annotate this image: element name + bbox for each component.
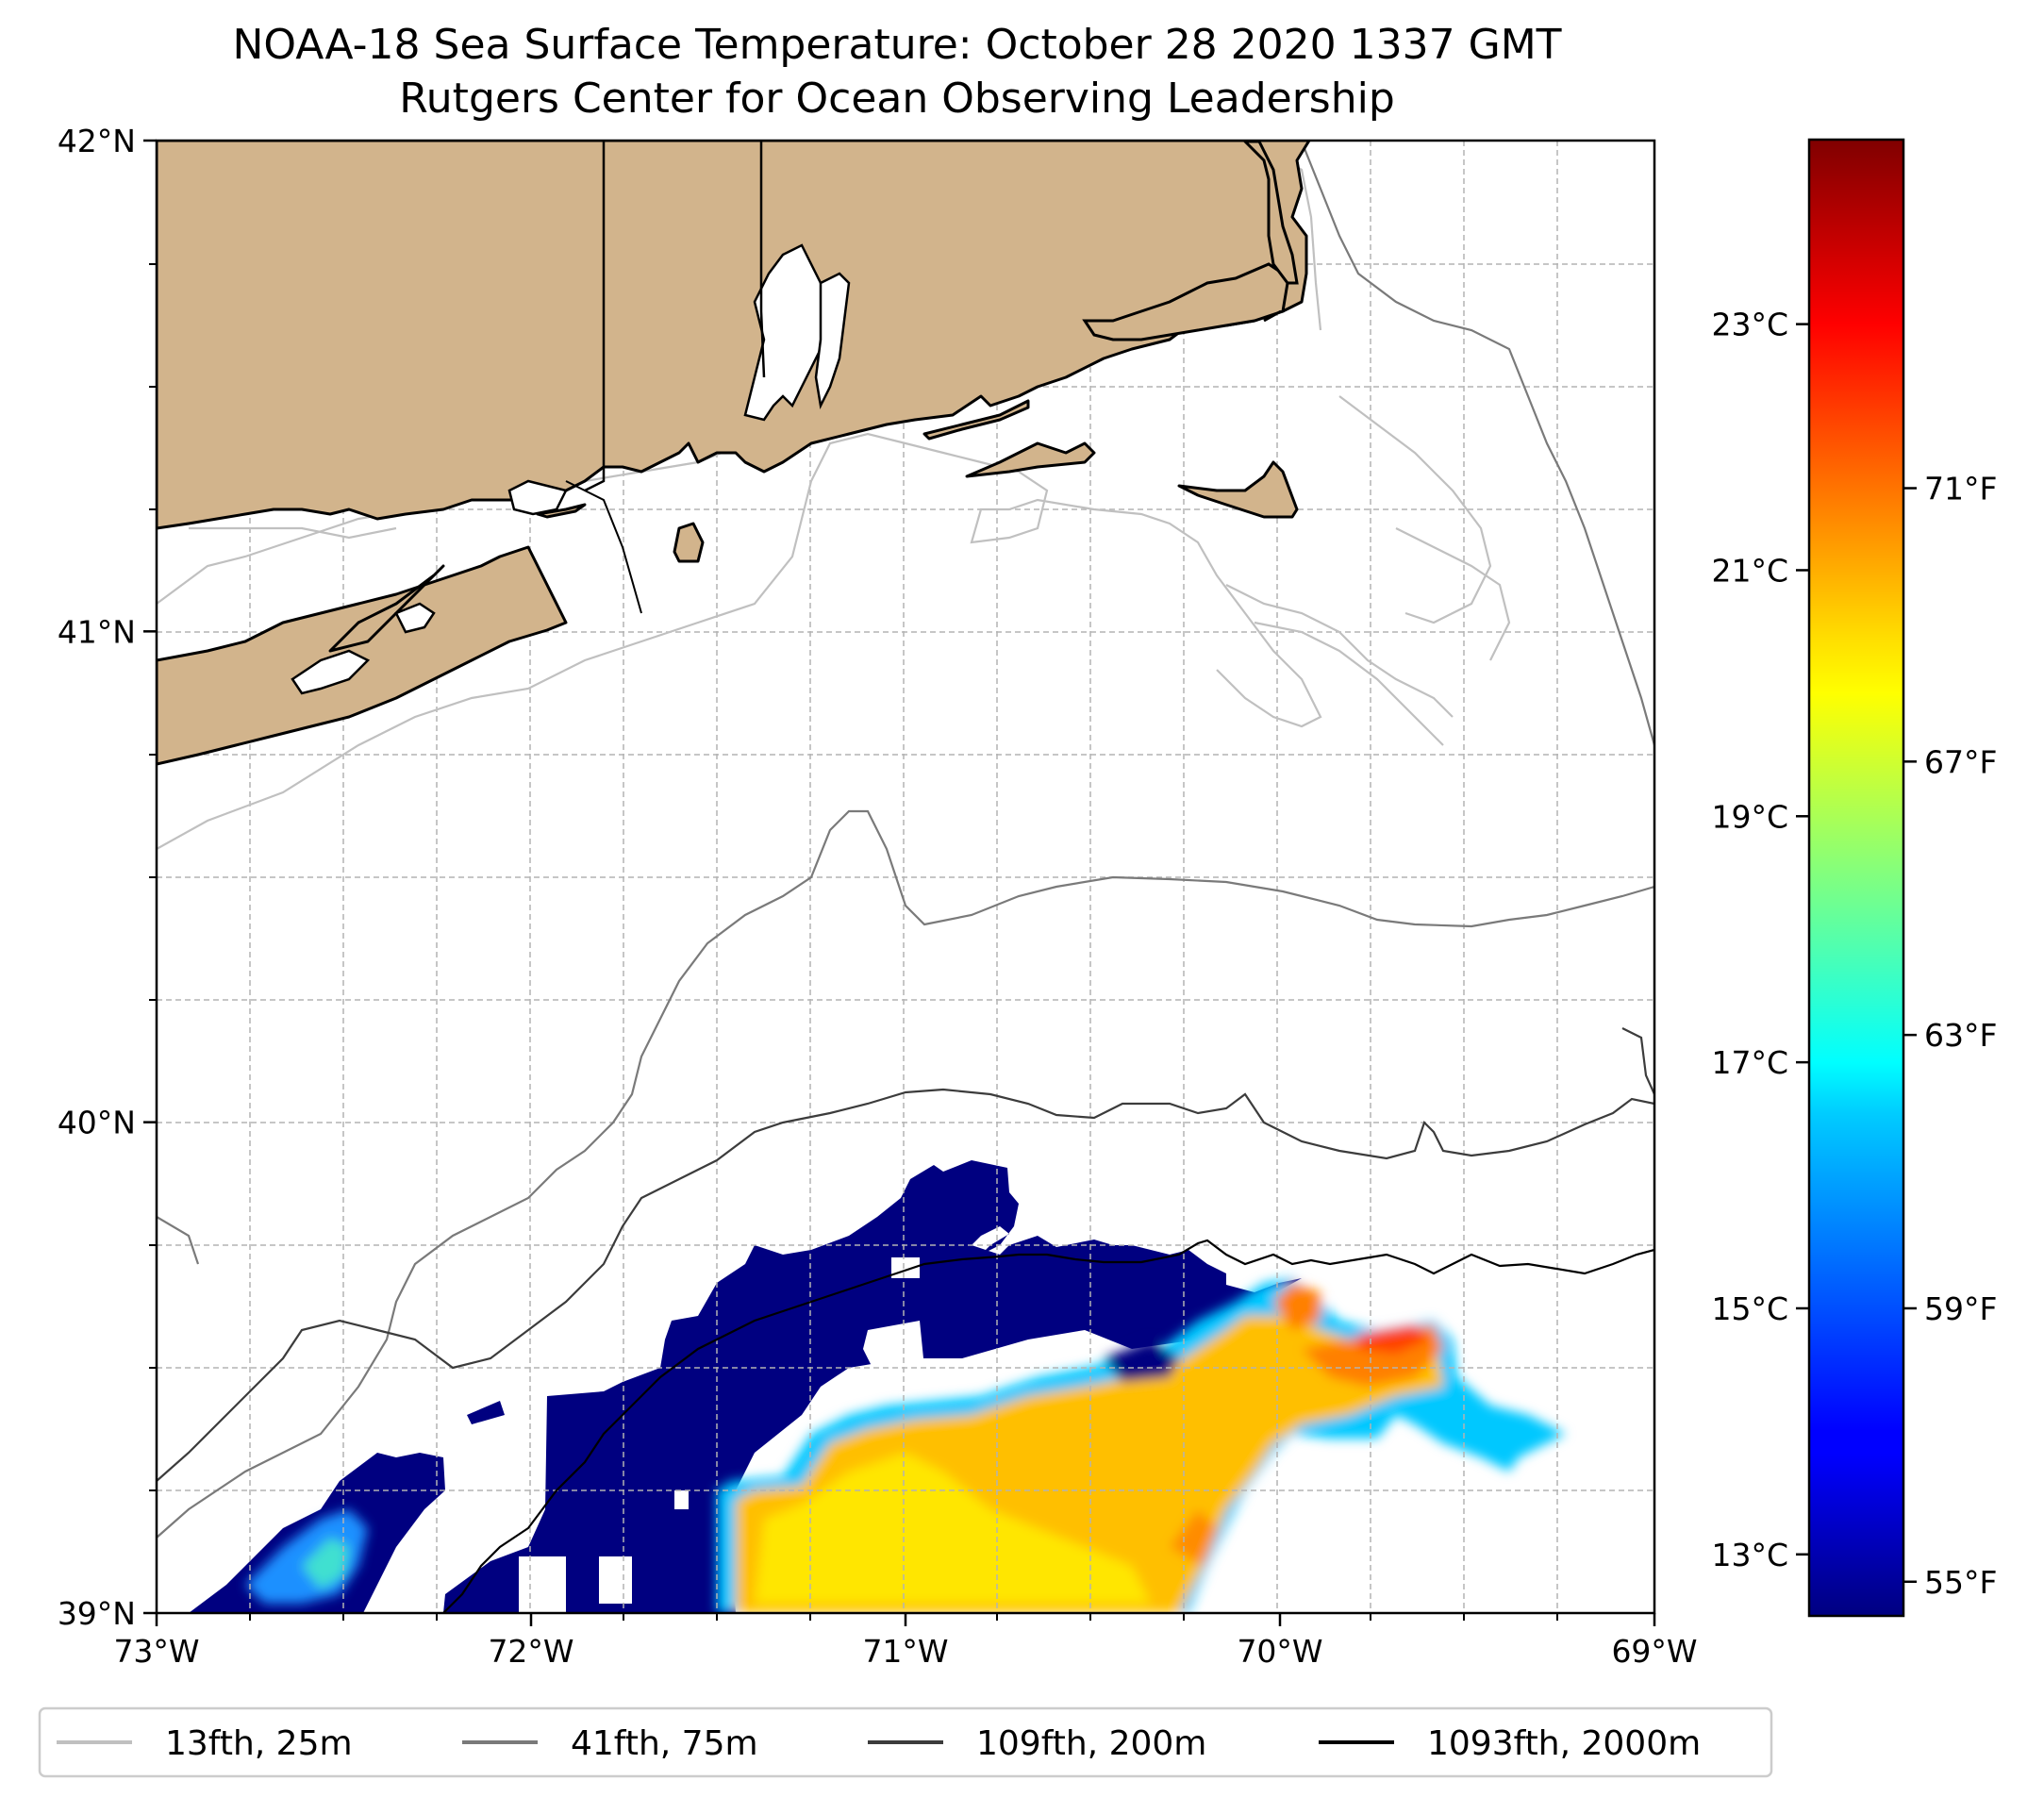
marthas-vineyard: [965, 441, 1096, 478]
land: [157, 141, 1311, 766]
legend-label: 1093fth, 2000m: [1427, 1724, 1701, 1763]
colorbar-c-tick-label: 15°C: [1711, 1290, 1788, 1327]
long-island-fork: [328, 564, 445, 653]
contour-75m: [157, 141, 1654, 1539]
y-tick-label: 39°N: [58, 1595, 136, 1632]
x-tick-label: 72°W: [488, 1633, 573, 1670]
map-title: NOAA-18 Sea Surface Temperature: October…: [232, 21, 1561, 69]
sst-field: [189, 1160, 1566, 1613]
y-tick-label: 41°N: [58, 613, 136, 650]
colorbar-fahrenheit-ticks: 71°F 67°F 63°F 59°F 55°F: [1903, 471, 1997, 1601]
x-tick-label: 70°W: [1237, 1633, 1322, 1670]
elizabeth-islands: [922, 399, 1030, 441]
colorbar-c-tick-label: 21°C: [1711, 552, 1788, 589]
bay-water: [291, 243, 851, 695]
block-island: [673, 522, 705, 563]
colorbar-c-tick-label: 13°C: [1711, 1537, 1788, 1573]
contour-2000m: [442, 1239, 1654, 1613]
colorbar-c-tick-label: 23°C: [1711, 307, 1788, 343]
legend-label: 109fth, 200m: [976, 1724, 1206, 1763]
y-tick-label: 42°N: [58, 123, 136, 159]
contour-legend: 13fth, 25m 41fth, 75m 109fth, 200m 1093fth,…: [38, 1706, 1773, 1778]
long-island: [157, 545, 568, 766]
colorbar-f-tick-label: 55°F: [1924, 1564, 1997, 1601]
map-area: [157, 141, 1654, 1613]
colorbar-celsius-ticks: 23°C 21°C 19°C 17°C 15°C 13°C: [1711, 307, 1809, 1573]
colorbar-c-tick-label: 19°C: [1711, 798, 1788, 835]
colorbar-f-tick-label: 71°F: [1924, 471, 1997, 507]
colorbar: [1807, 138, 1905, 1618]
fishers-island: [536, 503, 587, 519]
cape-cod: [1082, 141, 1299, 341]
colorbar-f-tick-label: 67°F: [1924, 743, 1997, 780]
legend-label: 41fth, 75m: [571, 1724, 758, 1763]
x-axis-ticks: 73°W 72°W 71°W 70°W 69°W: [113, 1613, 1698, 1670]
sst-cold-region: [443, 1160, 1302, 1613]
minor-ticks: [149, 263, 1558, 1621]
state-boundary: [584, 141, 606, 492]
canal: [1263, 309, 1282, 323]
colorbar-f-tick-label: 63°F: [1924, 1017, 1997, 1054]
nantucket: [1177, 460, 1299, 519]
x-tick-label: 71°W: [862, 1633, 948, 1670]
x-tick-label: 73°W: [113, 1633, 199, 1670]
colorbar-c-tick-label: 17°C: [1711, 1044, 1788, 1081]
x-tick-label: 69°W: [1611, 1633, 1697, 1670]
map-subtitle: Rutgers Center for Ocean Observing Leade…: [399, 75, 1395, 123]
contour-200m: [157, 1027, 1654, 1482]
legend-label: 13fth, 25m: [165, 1724, 353, 1763]
shelf-boundary: [565, 480, 642, 614]
ri-ma-boundary: [759, 141, 766, 378]
y-axis-ticks: 42°N 41°N 40°N 39°N: [58, 123, 157, 1632]
y-tick-label: 40°N: [58, 1105, 136, 1141]
colorbar-f-tick-label: 59°F: [1924, 1290, 1997, 1327]
